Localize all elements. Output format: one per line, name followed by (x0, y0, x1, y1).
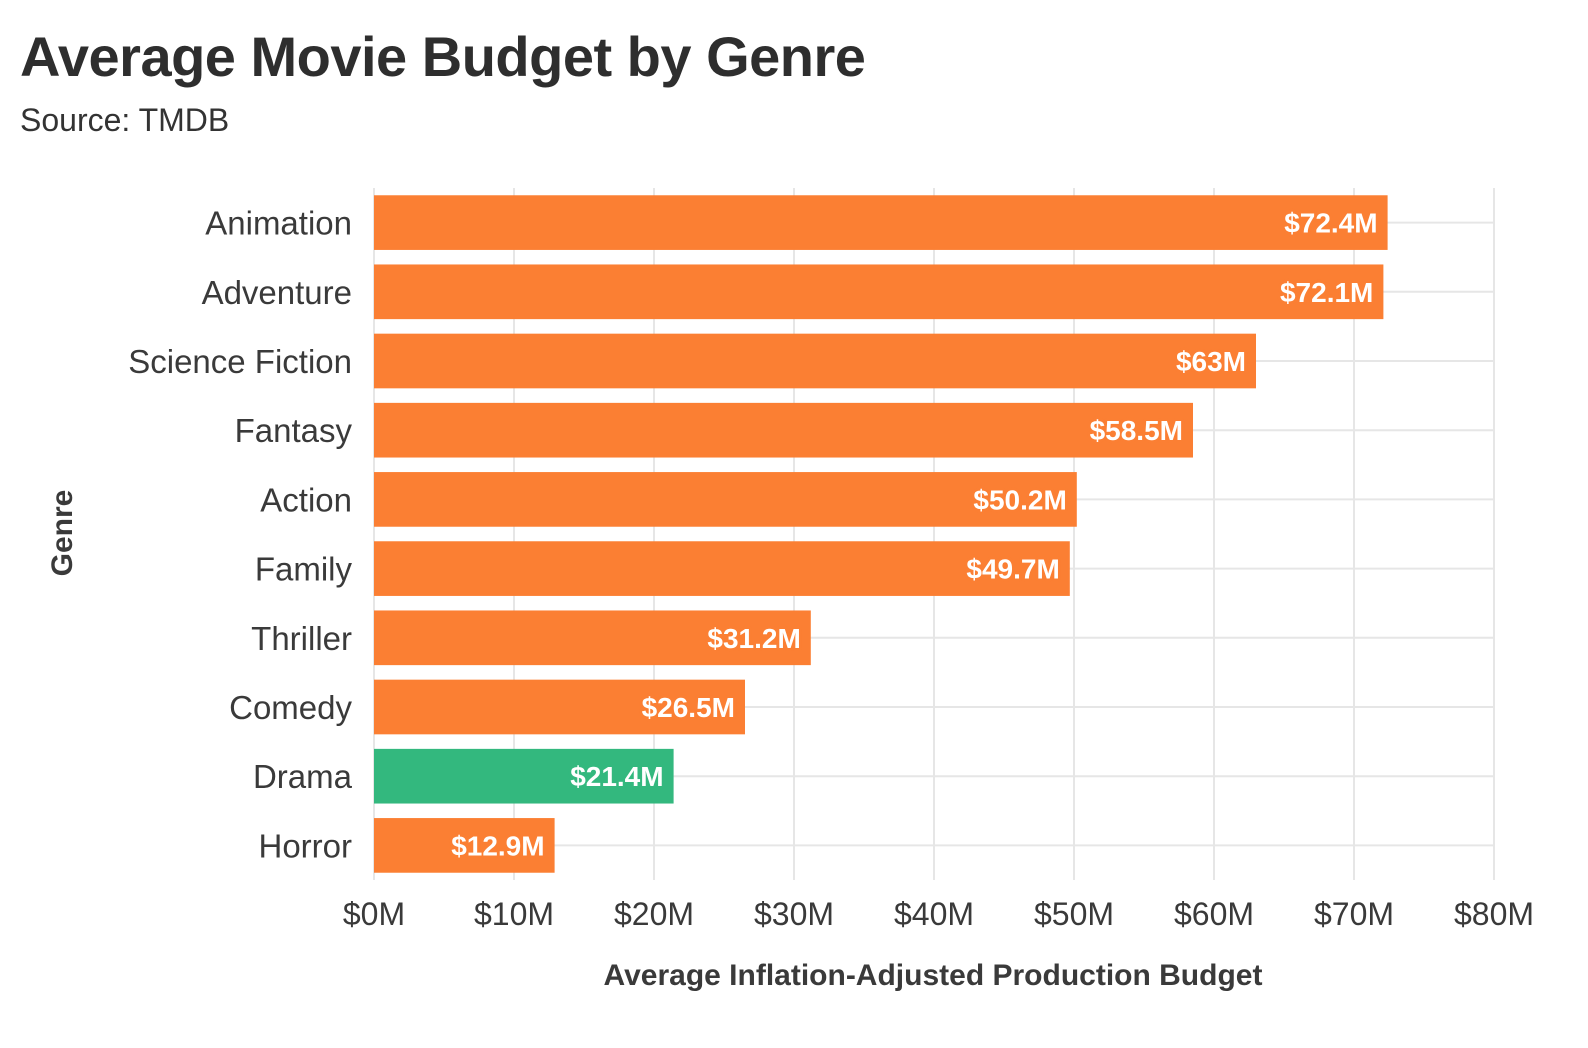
x-tick-label: $10M (474, 896, 554, 932)
bar-drama (374, 748, 674, 804)
bar-science-fiction (374, 333, 1256, 389)
x-tick-labels: $0M $10M $20M $30M $40M $50M $60M $70M $80M (343, 896, 1534, 932)
data-labels: $72.4M $72.1M $63M $58.5M $50.2M $49.7M $31.2M… (448, 205, 1380, 865)
data-label: $72.4M (1284, 208, 1377, 239)
data-label: $63M (1176, 346, 1246, 377)
data-label: $72.1M (1280, 277, 1373, 308)
category-label: Thriller (251, 620, 352, 657)
x-tick-label: $80M (1454, 896, 1534, 932)
x-tick-label: $70M (1314, 896, 1394, 932)
bar-family (374, 541, 1070, 596)
data-label: $21.4M (570, 761, 663, 792)
category-labels: Animation Adventure Science Fiction Fantasy… (128, 205, 352, 865)
category-label: Action (260, 481, 352, 518)
chart-title: Average Movie Budget by Genre (20, 25, 866, 88)
category-label: Adventure (202, 274, 352, 311)
bars (374, 195, 1388, 873)
data-label: $26.5M (642, 692, 735, 723)
x-tick-label: $20M (614, 896, 694, 932)
category-label: Drama (253, 758, 353, 795)
category-label: Family (255, 551, 353, 588)
category-label: Fantasy (235, 412, 353, 449)
bar-fantasy (374, 402, 1193, 458)
bar-action (374, 472, 1077, 527)
category-label: Animation (205, 205, 352, 242)
x-tick-label: $60M (1174, 896, 1254, 932)
chart-subtitle: Source: TMDB (20, 102, 230, 138)
x-tick-label: $0M (343, 896, 405, 932)
x-axis-title: Average Inflation-Adjusted Production Bu… (604, 959, 1263, 992)
data-label: $50.2M (973, 484, 1066, 515)
category-label: Horror (258, 827, 352, 864)
x-tick-label: $30M (754, 896, 834, 932)
bar-horror (374, 818, 555, 873)
x-tick-label: $40M (894, 896, 974, 932)
bar-comedy (374, 679, 745, 735)
category-label: Science Fiction (128, 343, 352, 380)
data-label: $58.5M (1090, 415, 1183, 446)
bar-animation (374, 195, 1388, 250)
x-tick-label: $50M (1034, 896, 1114, 932)
y-axis-title: Genre (46, 490, 79, 577)
bar-thriller (374, 610, 811, 666)
data-label: $49.7M (966, 554, 1059, 585)
data-label: $31.2M (707, 623, 800, 654)
data-label: $12.9M (451, 830, 544, 861)
category-label: Comedy (229, 689, 352, 726)
bar-adventure (374, 264, 1384, 320)
